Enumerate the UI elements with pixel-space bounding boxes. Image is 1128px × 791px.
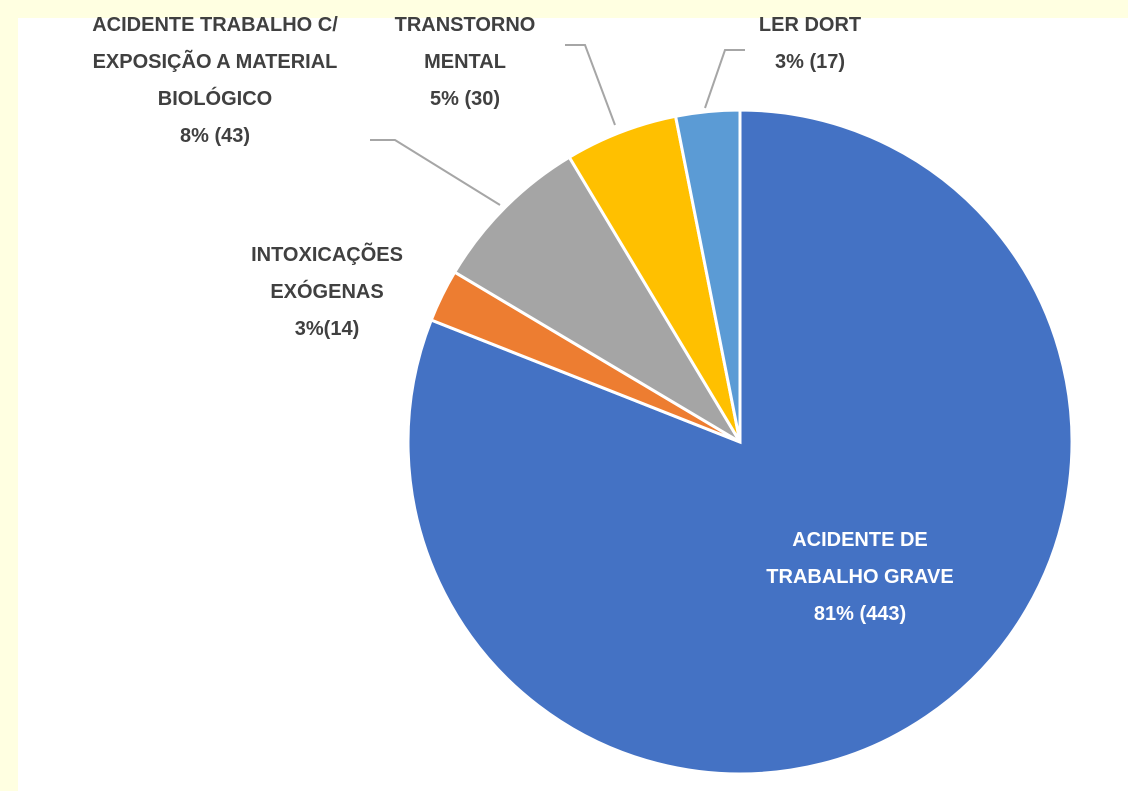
category-label: ACIDENTE DE TRABALHO GRAVE bbox=[766, 529, 954, 588]
slice-label: TRANSTORNO MENTAL 5% (30) bbox=[380, 7, 550, 118]
value-label: 81% (443) bbox=[813, 603, 907, 625]
leader-line bbox=[704, 49, 745, 109]
pie-slice bbox=[452, 155, 742, 444]
value-label: 5% (30) bbox=[429, 88, 501, 110]
slice-label: ACIDENTE DE TRABALHO GRAVE 81% (443) bbox=[755, 522, 965, 633]
category-label: LER DORT bbox=[758, 14, 862, 36]
slice-label: INTOXICAÇÕES EXÓGENAS 3%(14) bbox=[232, 237, 422, 348]
slice-label: ACIDENTE TRABALHO C/ EXPOSIÇÃO A MATERIA… bbox=[75, 7, 355, 155]
value-label: 8% (43) bbox=[179, 125, 251, 147]
value-label: 3%(14) bbox=[294, 318, 360, 340]
category-label: TRANSTORNO MENTAL bbox=[394, 14, 536, 73]
category-label: ACIDENTE TRABALHO C/ EXPOSIÇÃO A MATERIA… bbox=[92, 14, 338, 110]
leader-line bbox=[370, 139, 501, 206]
leader-line bbox=[565, 44, 616, 126]
category-label: INTOXICAÇÕES EXÓGENAS bbox=[251, 244, 403, 303]
value-label: 3% (17) bbox=[774, 51, 846, 73]
pie-slice bbox=[673, 108, 742, 443]
slice-label: LER DORT 3% (17) bbox=[745, 7, 875, 81]
